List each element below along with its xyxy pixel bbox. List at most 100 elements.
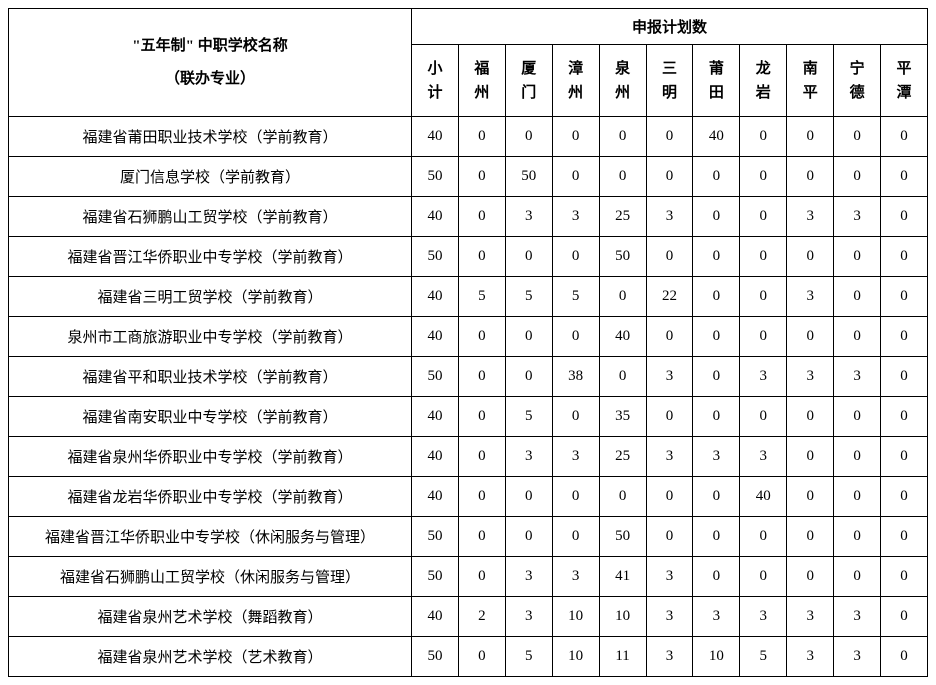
data-cell: 25 bbox=[599, 197, 646, 237]
data-cell: 0 bbox=[881, 477, 928, 517]
data-cell: 0 bbox=[787, 117, 834, 157]
data-cell: 50 bbox=[412, 357, 459, 397]
data-cell: 0 bbox=[834, 477, 881, 517]
table-row: 福建省晋江华侨职业中专学校（休闲服务与管理）5000050000000 bbox=[9, 517, 928, 557]
data-cell: 0 bbox=[458, 637, 505, 677]
data-cell: 0 bbox=[693, 237, 740, 277]
data-cell: 3 bbox=[834, 357, 881, 397]
col-header-5: 三明 bbox=[646, 45, 693, 117]
school-name-cell: 泉州市工商旅游职业中专学校（学前教育） bbox=[9, 317, 412, 357]
data-cell: 0 bbox=[787, 317, 834, 357]
data-cell: 0 bbox=[693, 197, 740, 237]
schools-plan-table: "五年制" 中职学校名称 （联办专业） 申报计划数 小计福州厦门漳州泉州三明莆田… bbox=[8, 8, 928, 677]
table-row: 福建省莆田职业技术学校（学前教育）4000000400000 bbox=[9, 117, 928, 157]
col-header-0: 小计 bbox=[412, 45, 459, 117]
data-cell: 0 bbox=[693, 477, 740, 517]
data-cell: 0 bbox=[505, 317, 552, 357]
data-cell: 50 bbox=[505, 157, 552, 197]
col-header-label-2: 厦门 bbox=[521, 57, 536, 105]
data-cell: 3 bbox=[505, 197, 552, 237]
data-cell: 0 bbox=[599, 477, 646, 517]
data-cell: 0 bbox=[834, 157, 881, 197]
school-name-cell: 福建省龙岩华侨职业中专学校（学前教育） bbox=[9, 477, 412, 517]
data-cell: 0 bbox=[693, 517, 740, 557]
school-name-cell: 福建省晋江华侨职业中专学校（休闲服务与管理） bbox=[9, 517, 412, 557]
data-cell: 0 bbox=[881, 557, 928, 597]
col-header-label-3: 漳州 bbox=[568, 57, 583, 105]
data-cell: 0 bbox=[740, 517, 787, 557]
data-cell: 0 bbox=[552, 237, 599, 277]
data-cell: 0 bbox=[646, 117, 693, 157]
data-cell: 0 bbox=[458, 517, 505, 557]
data-cell: 0 bbox=[834, 437, 881, 477]
data-cell: 0 bbox=[458, 397, 505, 437]
col-header-9: 宁德 bbox=[834, 45, 881, 117]
data-cell: 10 bbox=[693, 637, 740, 677]
col-header-7: 龙岩 bbox=[740, 45, 787, 117]
data-cell: 0 bbox=[693, 277, 740, 317]
school-header-line1: "五年制" 中职学校名称 bbox=[132, 38, 287, 54]
school-header-line2: （联办专业） bbox=[165, 71, 255, 87]
data-cell: 0 bbox=[881, 157, 928, 197]
school-name-cell: 厦门信息学校（学前教育） bbox=[9, 157, 412, 197]
data-cell: 0 bbox=[599, 157, 646, 197]
col-header-4: 泉州 bbox=[599, 45, 646, 117]
data-cell: 38 bbox=[552, 357, 599, 397]
data-cell: 5 bbox=[552, 277, 599, 317]
data-cell: 0 bbox=[646, 397, 693, 437]
school-name-cell: 福建省泉州艺术学校（舞蹈教育） bbox=[9, 597, 412, 637]
data-cell: 3 bbox=[787, 277, 834, 317]
data-cell: 0 bbox=[458, 237, 505, 277]
school-name-cell: 福建省石狮鹏山工贸学校（学前教育） bbox=[9, 197, 412, 237]
data-cell: 0 bbox=[646, 477, 693, 517]
data-cell: 3 bbox=[552, 197, 599, 237]
data-cell: 40 bbox=[412, 597, 459, 637]
data-cell: 0 bbox=[881, 517, 928, 557]
data-cell: 0 bbox=[881, 397, 928, 437]
data-cell: 11 bbox=[599, 637, 646, 677]
data-cell: 40 bbox=[412, 197, 459, 237]
data-cell: 3 bbox=[505, 597, 552, 637]
data-cell: 0 bbox=[693, 557, 740, 597]
data-cell: 3 bbox=[740, 437, 787, 477]
data-cell: 35 bbox=[599, 397, 646, 437]
data-cell: 50 bbox=[412, 517, 459, 557]
data-cell: 0 bbox=[505, 117, 552, 157]
data-cell: 0 bbox=[881, 357, 928, 397]
header-row-1: "五年制" 中职学校名称 （联办专业） 申报计划数 bbox=[9, 9, 928, 45]
data-cell: 0 bbox=[740, 197, 787, 237]
data-cell: 0 bbox=[646, 237, 693, 277]
data-cell: 0 bbox=[834, 277, 881, 317]
school-name-cell: 福建省三明工贸学校（学前教育） bbox=[9, 277, 412, 317]
table-row: 厦门信息学校（学前教育）5005000000000 bbox=[9, 157, 928, 197]
school-name-cell: 福建省泉州华侨职业中专学校（学前教育） bbox=[9, 437, 412, 477]
school-name-cell: 福建省石狮鹏山工贸学校（休闲服务与管理） bbox=[9, 557, 412, 597]
data-cell: 10 bbox=[552, 637, 599, 677]
data-cell: 40 bbox=[599, 317, 646, 357]
data-cell: 50 bbox=[412, 237, 459, 277]
table-row: 福建省泉州艺术学校（舞蹈教育）40231010333330 bbox=[9, 597, 928, 637]
data-cell: 0 bbox=[552, 157, 599, 197]
table-row: 福建省龙岩华侨职业中专学校（学前教育）4000000040000 bbox=[9, 477, 928, 517]
data-cell: 0 bbox=[693, 397, 740, 437]
data-cell: 0 bbox=[740, 157, 787, 197]
data-cell: 0 bbox=[458, 197, 505, 237]
col-header-2: 厦门 bbox=[505, 45, 552, 117]
data-cell: 0 bbox=[552, 477, 599, 517]
data-cell: 3 bbox=[646, 637, 693, 677]
school-name-header: "五年制" 中职学校名称 （联办专业） bbox=[9, 9, 412, 117]
col-header-1: 福州 bbox=[458, 45, 505, 117]
col-header-label-4: 泉州 bbox=[615, 57, 630, 105]
data-cell: 0 bbox=[505, 517, 552, 557]
data-cell: 0 bbox=[787, 237, 834, 277]
data-cell: 10 bbox=[552, 597, 599, 637]
data-cell: 10 bbox=[599, 597, 646, 637]
data-cell: 0 bbox=[834, 237, 881, 277]
data-cell: 0 bbox=[787, 157, 834, 197]
data-cell: 3 bbox=[552, 557, 599, 597]
data-cell: 0 bbox=[646, 517, 693, 557]
data-cell: 0 bbox=[646, 157, 693, 197]
data-cell: 3 bbox=[787, 597, 834, 637]
school-name-cell: 福建省晋江华侨职业中专学校（学前教育） bbox=[9, 237, 412, 277]
data-cell: 5 bbox=[458, 277, 505, 317]
